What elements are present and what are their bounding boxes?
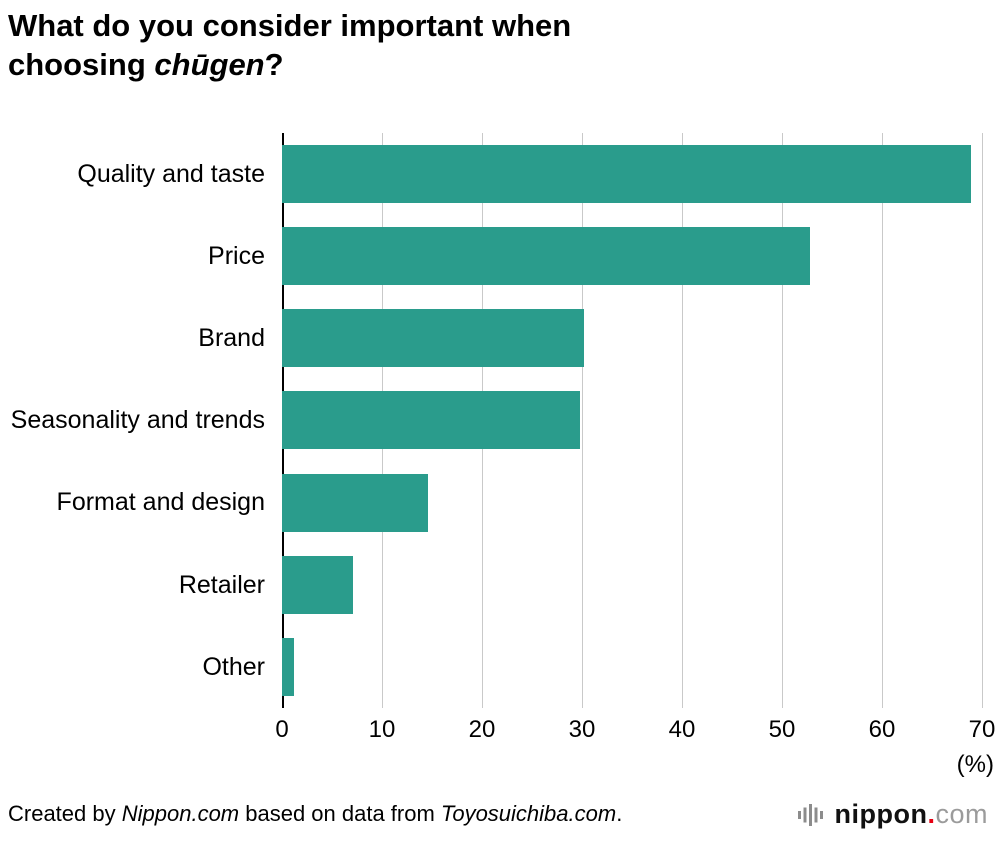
bar-row: Format and design xyxy=(0,462,1000,544)
logo-tld: com xyxy=(935,799,988,829)
chart-title: What do you consider important when choo… xyxy=(8,6,571,84)
bar-row: Brand xyxy=(0,297,1000,379)
category-label: Price xyxy=(208,241,265,270)
x-tick-label: 70 xyxy=(968,716,996,743)
credit-source-nippon: Nippon.com xyxy=(121,801,240,826)
bar-row: Other xyxy=(0,626,1000,708)
bar-row: Price xyxy=(0,215,1000,297)
gridline xyxy=(782,133,783,708)
bar-track xyxy=(282,473,982,532)
bar xyxy=(282,309,584,368)
bar xyxy=(282,227,810,286)
logo-name: nippon xyxy=(834,799,928,829)
x-tick-label: 60 xyxy=(868,716,896,743)
bar xyxy=(282,145,971,204)
x-tick-label: 50 xyxy=(768,716,796,743)
bar-row: Seasonality and trends xyxy=(0,379,1000,461)
x-axis: 0 10 20 30 40 50 60 70 xyxy=(275,716,995,746)
title-line1: What do you consider important when xyxy=(8,8,572,43)
bar-track xyxy=(282,227,982,286)
x-axis-unit-label: (%) xyxy=(956,751,994,778)
bar xyxy=(282,473,428,532)
credit-source-toyosuichiba: Toyosuichiba.com xyxy=(440,801,617,826)
bar-rows: Quality and taste Price Brand Seasonality a… xyxy=(0,133,1000,708)
category-label: Seasonality and trends xyxy=(10,406,265,435)
logo-dot: . xyxy=(927,799,936,829)
credit-pre: Created by xyxy=(8,801,122,826)
x-tick-label: 10 xyxy=(368,716,396,743)
category-label: Format and design xyxy=(56,488,265,517)
category-label: Quality and taste xyxy=(77,159,265,188)
x-tick-label: 20 xyxy=(468,716,496,743)
bar-row: Quality and taste xyxy=(0,133,1000,215)
bar-chart: Quality and taste Price Brand Seasonality a… xyxy=(0,133,1000,778)
bar-row: Retailer xyxy=(0,544,1000,626)
title-line2-pre: choosing xyxy=(8,47,155,83)
x-tick-label: 0 xyxy=(275,716,289,743)
bar xyxy=(282,391,580,450)
category-label: Retailer xyxy=(178,570,265,599)
credit-mid: based on data from xyxy=(239,801,441,826)
bar-track xyxy=(282,637,982,696)
bar xyxy=(282,555,353,614)
x-tick-label: 40 xyxy=(668,716,696,743)
bar-track xyxy=(282,555,982,614)
gridline xyxy=(682,133,683,708)
bar-track xyxy=(282,145,982,204)
category-label: Other xyxy=(202,652,265,681)
category-label: Brand xyxy=(198,324,265,353)
bar xyxy=(282,637,294,696)
bar-track xyxy=(282,309,982,368)
gridline xyxy=(582,133,583,708)
logo-text: nippon.com xyxy=(835,799,989,830)
title-line2-post: ? xyxy=(264,47,284,83)
gridline xyxy=(982,133,983,708)
title-italic-term: chūgen xyxy=(154,47,265,83)
nippon-com-logo: nippon.com xyxy=(796,799,989,830)
credit-post: . xyxy=(616,801,623,826)
soundwave-icon xyxy=(797,803,823,826)
gridline xyxy=(882,133,883,708)
x-tick-label: 30 xyxy=(568,716,596,743)
bar-track xyxy=(282,391,982,450)
source-credit: Created by Nippon.com based on data from… xyxy=(8,801,622,827)
